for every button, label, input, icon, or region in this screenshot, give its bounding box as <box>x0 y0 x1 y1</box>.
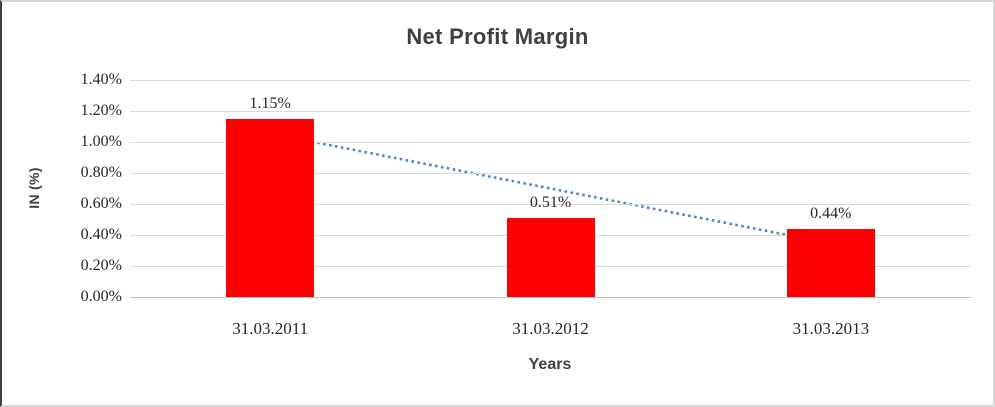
y-tick-label: 0.60% <box>80 195 122 212</box>
gridline <box>130 80 971 81</box>
gridline <box>130 173 971 174</box>
y-tick-label: 0.80% <box>80 164 122 181</box>
y-tick-label: 1.00% <box>80 133 122 150</box>
x-axis-line <box>130 297 971 298</box>
bar-value-label: 0.44% <box>810 204 852 222</box>
y-axis-title: IN (%) <box>26 167 42 209</box>
gridline <box>130 204 971 205</box>
x-axis-title: Years <box>528 356 572 373</box>
gridline <box>130 111 971 112</box>
bar <box>786 228 875 297</box>
x-tick-label: 31.03.2011 <box>232 319 309 338</box>
y-tick-label: 0.00% <box>80 288 122 305</box>
x-tick-label: 31.03.2012 <box>512 319 589 338</box>
y-tick-label: 1.20% <box>80 102 122 119</box>
y-tick-label: 0.40% <box>80 226 122 243</box>
bar <box>226 118 315 297</box>
bar <box>506 217 595 297</box>
x-tick-label: 31.03.2013 <box>792 319 870 338</box>
gridline <box>130 142 971 143</box>
bar-value-label: 1.15% <box>249 94 291 112</box>
bar-value-label: 0.51% <box>529 193 572 211</box>
chart-title: Net Profit Margin <box>406 24 589 49</box>
y-tick-label: 1.40% <box>80 71 122 88</box>
y-tick-label: 0.20% <box>80 257 122 274</box>
